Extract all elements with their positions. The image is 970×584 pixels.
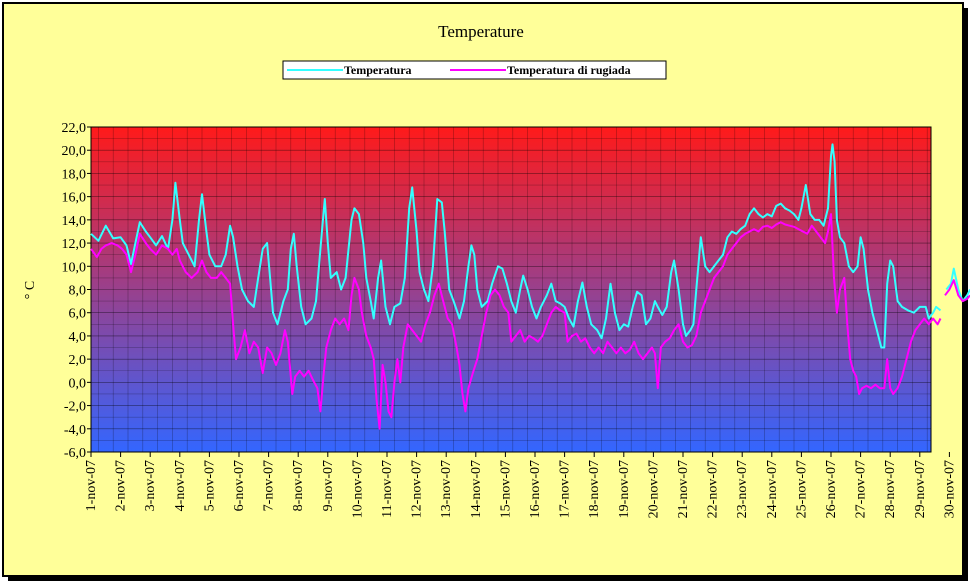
x-tick-label: 18-nov-07 bbox=[587, 460, 602, 518]
y-axis-ticks: -6,0 -4,0 -2,0 0,0 2,0 4,0 6,0 8,0 10,0 12,0 14,0 1… bbox=[62, 121, 91, 461]
legend: Temperatura Temperatura di rugiada bbox=[282, 60, 667, 80]
x-tick-label: 20-nov-07 bbox=[646, 460, 661, 518]
x-tick-label: 29-nov-07 bbox=[913, 460, 928, 518]
y-tick-label: 4,0 bbox=[69, 330, 87, 345]
x-tick-label: 1-nov-07 bbox=[84, 460, 99, 511]
x-tick-label: 22-nov-07 bbox=[706, 460, 721, 518]
x-tick-label: 19-nov-07 bbox=[617, 460, 632, 518]
y-tick-label: 10,0 bbox=[62, 260, 87, 275]
x-tick-label: 21-nov-07 bbox=[676, 460, 691, 518]
chart-title: Temperature bbox=[438, 22, 524, 41]
x-axis-ticks: 1-nov-07 2-nov-07 3-nov-07 4-nov-07 5-nov-07… bbox=[84, 452, 957, 518]
series-layer bbox=[90, 143, 970, 430]
x-tick-label: 16-nov-07 bbox=[528, 460, 543, 518]
x-tick-label: 2-nov-07 bbox=[114, 460, 129, 511]
x-tick-label: 17-nov-07 bbox=[558, 460, 573, 518]
x-tick-label: 3-nov-07 bbox=[143, 460, 158, 511]
y-tick-label: 20,0 bbox=[62, 144, 87, 159]
y-tick-label: 2,0 bbox=[69, 353, 87, 368]
x-tick-label: 7-nov-07 bbox=[262, 460, 277, 511]
y-axis-label: ° C bbox=[23, 281, 38, 299]
x-tick-label: 10-nov-07 bbox=[350, 460, 365, 518]
x-tick-label: 15-nov-07 bbox=[498, 460, 513, 518]
x-tick-label: 11-nov-07 bbox=[380, 460, 395, 518]
x-tick-label: 24-nov-07 bbox=[765, 460, 780, 518]
y-tick-label: 22,0 bbox=[62, 121, 87, 136]
y-tick-label: -2,0 bbox=[64, 400, 86, 415]
series-line-temperatura-2 bbox=[945, 267, 970, 303]
x-tick-label: 27-nov-07 bbox=[854, 460, 869, 518]
x-tick-label: 8-nov-07 bbox=[291, 460, 306, 511]
x-tick-label: 5-nov-07 bbox=[202, 460, 217, 511]
x-tick-label: 12-nov-07 bbox=[410, 460, 425, 518]
legend-label-rugiada: Temperatura di rugiada bbox=[507, 63, 631, 77]
y-tick-label: 18,0 bbox=[62, 167, 87, 182]
legend-label-temperatura: Temperatura bbox=[344, 63, 412, 77]
x-tick-label: 30-nov-07 bbox=[942, 460, 957, 518]
x-tick-label: 26-nov-07 bbox=[824, 460, 839, 518]
y-tick-label: 8,0 bbox=[69, 284, 87, 299]
y-tick-label: 14,0 bbox=[62, 214, 87, 229]
x-tick-label: 14-nov-07 bbox=[469, 460, 484, 518]
x-tick-label: 25-nov-07 bbox=[794, 460, 809, 518]
series-line-temperatura bbox=[90, 143, 942, 349]
x-tick-label: 6-nov-07 bbox=[232, 460, 247, 511]
x-tick-label: 13-nov-07 bbox=[439, 460, 454, 518]
x-tick-label: 28-nov-07 bbox=[883, 460, 898, 518]
x-tick-label: 4-nov-07 bbox=[173, 460, 188, 511]
y-tick-label: 0,0 bbox=[69, 376, 87, 391]
y-tick-label: 12,0 bbox=[62, 237, 87, 252]
series-line-rugiada bbox=[90, 213, 942, 430]
y-tick-label: 16,0 bbox=[62, 191, 87, 206]
x-tick-label: 23-nov-07 bbox=[735, 460, 750, 518]
x-tick-label: 9-nov-07 bbox=[321, 460, 336, 511]
series-line-rugiada-2 bbox=[944, 279, 970, 303]
y-tick-label: 6,0 bbox=[69, 307, 87, 322]
y-tick-label: -6,0 bbox=[64, 446, 86, 461]
y-tick-label: -4,0 bbox=[64, 423, 86, 438]
